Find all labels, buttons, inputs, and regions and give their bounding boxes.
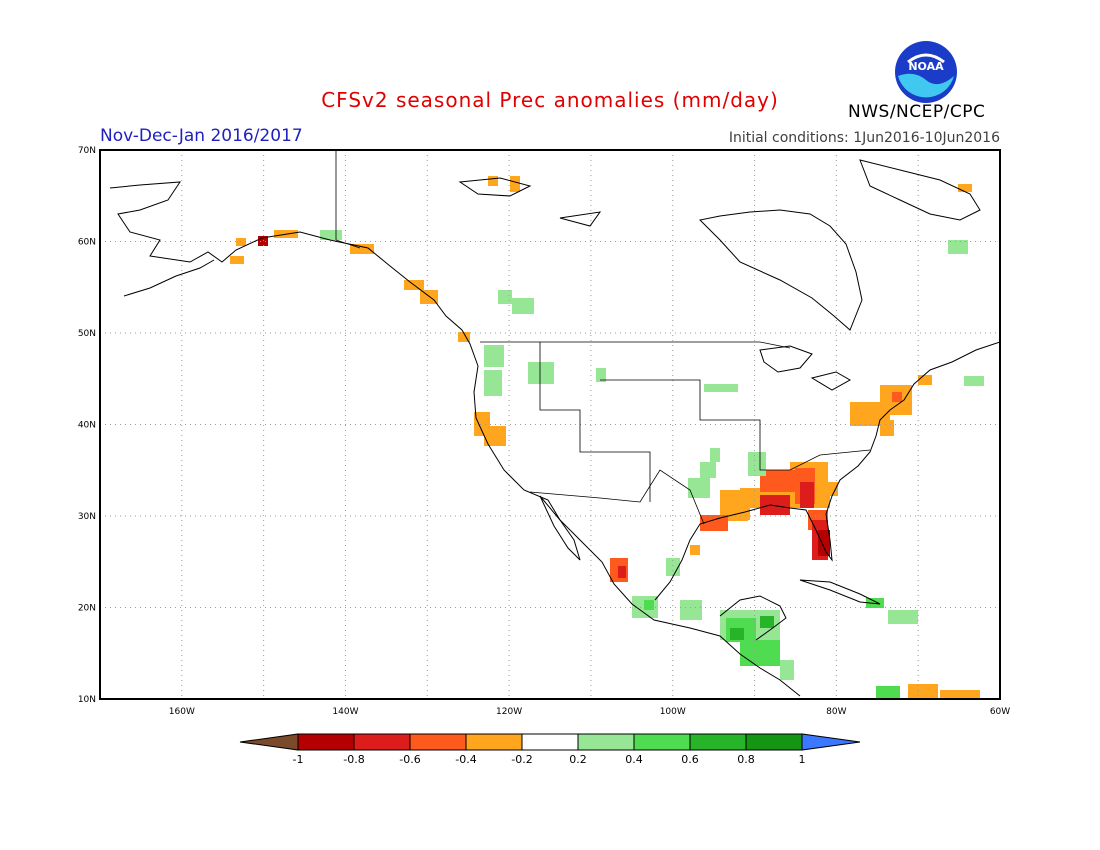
colorbar-bin bbox=[409, 733, 467, 751]
initial-conditions: Initial conditions: 1Jun2016-10Jun2016 bbox=[728, 130, 1000, 146]
lat-tick-label: 60N bbox=[78, 238, 96, 248]
colorbar-label: -0.4 bbox=[455, 753, 476, 766]
coastlines bbox=[109, 159, 1000, 697]
california-dry-anomaly bbox=[474, 412, 506, 446]
noaa-logo-text: NOAA bbox=[908, 60, 944, 73]
lat-tick-label: 10N bbox=[78, 695, 96, 705]
lon-tick-label: 140W bbox=[332, 707, 358, 717]
lat-tick-label: 30N bbox=[78, 512, 96, 522]
map-grid bbox=[100, 150, 1000, 699]
colorbar-bin bbox=[633, 733, 691, 751]
wet-anomalies bbox=[320, 230, 984, 699]
colorbar-label: -0.6 bbox=[399, 753, 420, 766]
political-borders bbox=[335, 150, 871, 525]
colorbar-bin bbox=[521, 733, 579, 751]
lat-tick-label: 20N bbox=[78, 604, 96, 614]
colorbar-label: 0.2 bbox=[569, 753, 587, 766]
colorbar-max-arrow bbox=[801, 733, 861, 751]
lat-tick-label: 70N bbox=[78, 146, 96, 156]
anomaly-shading bbox=[230, 176, 984, 699]
colorbar-min-arrow bbox=[239, 733, 299, 751]
colorbar-label: 0.4 bbox=[625, 753, 643, 766]
colorbar-bin bbox=[465, 733, 523, 751]
colorbar-bin bbox=[745, 733, 803, 751]
lon-tick-label: 100W bbox=[660, 707, 686, 717]
lat-tick-label: 50N bbox=[78, 329, 96, 339]
colorbar: -1 -0.8 -0.6 -0.4 -0.2 0.2 0.4 0.6 0.8 1 bbox=[239, 733, 861, 766]
lon-tick-label: 60W bbox=[990, 707, 1010, 717]
colorbar-label: -1 bbox=[293, 753, 304, 766]
alaska-dry-anomaly bbox=[230, 176, 972, 342]
colorbar-bin bbox=[297, 733, 355, 751]
colorbar-label: -0.8 bbox=[343, 753, 364, 766]
map-title: CFSv2 seasonal Prec anomalies (mm/day) bbox=[321, 88, 779, 112]
colorbar-label: 1 bbox=[799, 753, 806, 766]
colorbar-bin bbox=[689, 733, 747, 751]
colorbar-bin bbox=[353, 733, 411, 751]
axis-labels: 10N 20N 30N 40N 50N 60N 70N 160W 140W 120W 100W 80W… bbox=[78, 146, 1010, 717]
colorbar-label: -0.2 bbox=[511, 753, 532, 766]
agency-label: NWS/NCEP/CPC bbox=[848, 102, 986, 122]
colorbar-bin bbox=[577, 733, 635, 751]
colorbar-label: 0.6 bbox=[681, 753, 699, 766]
lon-tick-label: 80W bbox=[826, 707, 846, 717]
noaa-logo: NOAA bbox=[895, 41, 957, 103]
colorbar-label: 0.8 bbox=[737, 753, 755, 766]
map-frame bbox=[99, 149, 1001, 700]
lat-tick-label: 40N bbox=[78, 421, 96, 431]
lon-tick-label: 160W bbox=[169, 707, 195, 717]
lon-tick-label: 120W bbox=[496, 707, 522, 717]
forecast-period: Nov-Dec-Jan 2016/2017 bbox=[100, 126, 303, 146]
northeast-dry-anomaly bbox=[850, 375, 932, 436]
